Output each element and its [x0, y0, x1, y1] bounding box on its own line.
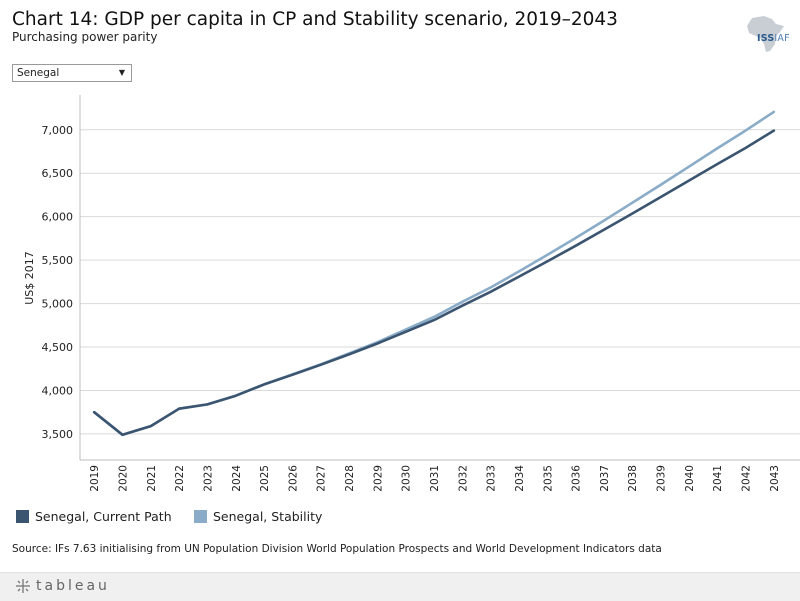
x-tick-label: 2030: [401, 465, 413, 492]
x-tick-label: 2040: [684, 465, 696, 492]
x-tick-label: 2027: [316, 465, 328, 492]
x-tick-label: 2020: [117, 465, 129, 492]
x-tick-label: 2021: [146, 465, 158, 492]
legend-swatch-current-path: [16, 510, 29, 523]
tableau-wordmark: tableau: [36, 578, 110, 594]
legend-label-stability: Senegal, Stability: [213, 509, 322, 524]
x-tick-label: 2028: [344, 465, 356, 492]
x-tick-label: 2033: [486, 465, 498, 492]
x-tick-label: 2026: [287, 465, 299, 492]
line-chart: 3,500 4,000 4,500 5,000 5,500 6,000 6,500 7,000…: [0, 0, 800, 505]
x-tick-label: 2023: [202, 465, 214, 492]
x-tick-label: 2025: [259, 465, 271, 492]
legend-item-current-path[interactable]: Senegal, Current Path: [16, 509, 172, 524]
legend: Senegal, Current Path Senegal, Stability: [0, 509, 800, 529]
legend-item-stability[interactable]: Senegal, Stability: [194, 509, 322, 524]
x-tick-label: 2024: [231, 465, 243, 492]
y-tick-label: 5,500: [42, 254, 74, 267]
y-tick-label: 5,000: [42, 298, 74, 311]
x-tick-label: 2035: [542, 465, 554, 492]
x-tick-label: 2037: [599, 465, 611, 492]
legend-swatch-stability: [194, 510, 207, 523]
x-tick-label: 2039: [656, 465, 668, 492]
x-tick-label: 2041: [712, 465, 724, 492]
tableau-link[interactable]: tableau: [14, 577, 110, 595]
x-tick-label: 2034: [514, 465, 526, 492]
source-note: Source: IFs 7.63 initialising from UN Po…: [12, 543, 662, 555]
y-tick-label: 4,000: [42, 384, 74, 397]
x-tick-label: 2022: [174, 465, 186, 492]
footer-bar: tableau: [0, 572, 800, 601]
x-tick-label: 2031: [429, 465, 441, 492]
x-tick-label: 2032: [457, 465, 469, 492]
x-tick-label: 2042: [741, 465, 753, 492]
y-tick-label: 7,000: [42, 124, 74, 137]
x-tick-label: 2036: [571, 465, 583, 492]
y-tick-label: 3,500: [42, 428, 74, 441]
y-tick-label: 6,500: [42, 167, 74, 180]
legend-label-current-path: Senegal, Current Path: [35, 509, 172, 524]
x-tick-label: 2029: [372, 465, 384, 492]
x-tick-label: 2043: [769, 465, 781, 492]
y-axis-label: US$ 2017: [23, 251, 36, 305]
x-tick-label: 2038: [627, 465, 639, 492]
x-tick-label: 2019: [89, 465, 101, 492]
tableau-icon: [14, 577, 32, 595]
axis-layer: 3,500 4,000 4,500 5,000 5,500 6,000 6,500 7,000…: [42, 95, 800, 492]
y-tick-label: 4,500: [42, 341, 74, 354]
series-layer: [94, 112, 774, 435]
y-tick-label: 6,000: [42, 211, 74, 224]
grid-layer: [80, 130, 800, 434]
series-line-senegal-stability[interactable]: [94, 112, 774, 435]
